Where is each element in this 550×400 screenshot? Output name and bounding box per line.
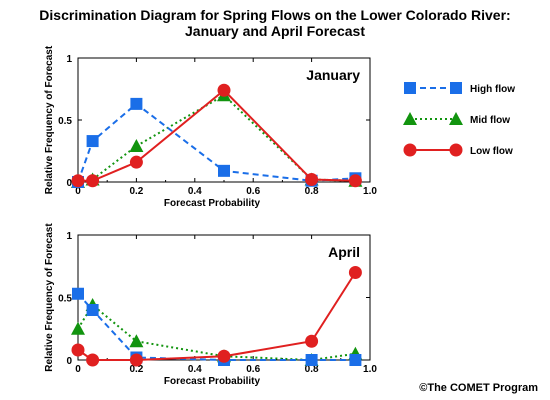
y-tick-label: 0: [66, 178, 72, 189]
y-tick-label: 1: [66, 54, 72, 65]
data-point: [218, 164, 230, 177]
data-point: [129, 155, 143, 169]
series-line: [77, 303, 356, 362]
data-point: [72, 287, 84, 300]
y-tick-label: 1: [66, 231, 72, 242]
chart-title-line1: Discrimination Diagram for Spring Flows …: [39, 7, 511, 23]
x-axis-label: Forecast Probability: [164, 198, 261, 209]
data-point: [130, 97, 143, 110]
legend-label: High flow: [470, 84, 515, 95]
legend-marker-start: [404, 82, 416, 94]
legend-label: Low flow: [470, 146, 513, 157]
data-point: [71, 343, 85, 357]
data-point: [129, 139, 144, 153]
legend-item-mid-flow: Mid flow: [403, 112, 510, 126]
panel-label-april: April: [328, 244, 360, 260]
data-point: [71, 174, 85, 188]
plot-panel-january: 0 0.2 0.4 0.6 0.8 1.0 0 0.5 1 Forecast Probabilit…: [44, 45, 377, 209]
data-point: [86, 135, 99, 148]
data-point: [71, 321, 85, 335]
y-tick-label: 0.5: [58, 294, 72, 305]
data-point: [305, 173, 319, 187]
x-tick-label: 1.0: [363, 364, 377, 375]
legend-item-high-flow: High flow: [404, 82, 515, 95]
data-point: [217, 349, 231, 363]
legend: High flow Mid flow Low flow: [403, 82, 515, 157]
legend-item-low-flow: Low flow: [403, 143, 513, 157]
data-point: [348, 266, 362, 279]
legend-marker-end: [450, 82, 462, 94]
legend-marker-start: [403, 112, 417, 125]
data-point: [129, 334, 144, 348]
legend-marker-start: [403, 143, 417, 157]
x-tick-label: 0: [75, 364, 81, 375]
legend-marker-end: [449, 143, 463, 157]
legend-label: Mid flow: [470, 115, 510, 126]
x-tick-label: 0.8: [305, 186, 319, 197]
x-tick-label: 0.4: [188, 186, 202, 197]
y-tick-label: 0.5: [58, 116, 72, 127]
series-high-flow: [72, 97, 362, 188]
y-axis-label: Relative Frequency of Forecast: [44, 223, 55, 372]
series-low-flow: [71, 266, 362, 367]
series-low-flow: [71, 83, 362, 188]
x-tick-label: 0.8: [305, 364, 319, 375]
x-tick-label: 0.2: [129, 186, 143, 197]
data-point: [305, 334, 319, 348]
series-line: [77, 293, 356, 361]
y-tick-label: 0: [66, 356, 72, 367]
data-point: [305, 354, 318, 366]
x-tick-label: 0.4: [188, 364, 202, 375]
data-point: [349, 354, 362, 366]
x-tick-label: 1.0: [363, 186, 377, 197]
series-line: [78, 88, 356, 182]
x-tick-label: 0.6: [246, 364, 260, 375]
x-tick-label: 0.6: [246, 186, 260, 197]
legend-marker-end: [449, 112, 463, 125]
data-point: [86, 304, 99, 316]
data-point: [348, 174, 362, 188]
copyright-notice: ©The COMET Program: [419, 382, 538, 394]
x-tick-label: 0.2: [129, 364, 143, 375]
x-axis-label: Forecast Probability: [164, 376, 261, 387]
data-point: [129, 353, 143, 367]
data-point: [86, 353, 100, 367]
series-mid-flow: [71, 88, 363, 188]
y-axis-label: Relative Frequency of Forecast: [44, 45, 55, 194]
panel-label-january: January: [306, 67, 360, 83]
data-point: [86, 174, 100, 188]
x-tick-label: 0: [75, 186, 81, 197]
plot-panel-april: 0 0.2 0.4 0.6 0.8 1.0 0 0.5 1 Forecast Probabilit…: [44, 223, 377, 387]
data-point: [217, 83, 231, 97]
chart-title-line2: January and April Forecast: [185, 23, 365, 39]
